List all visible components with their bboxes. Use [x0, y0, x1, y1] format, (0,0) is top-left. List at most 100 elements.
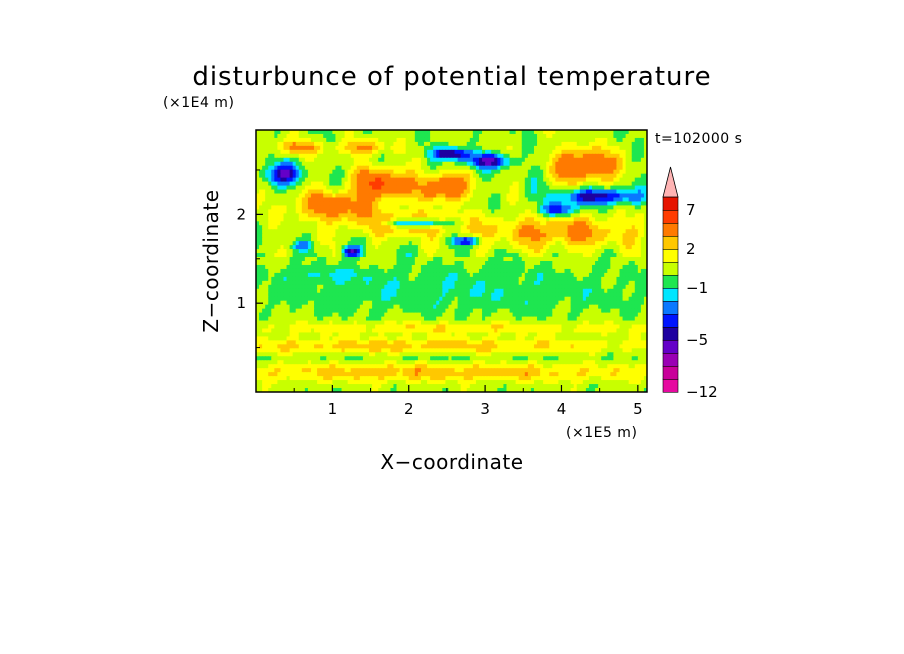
heatmap-cell — [552, 272, 556, 278]
heatmap-cell — [454, 241, 459, 246]
heatmap-cell — [527, 276, 532, 282]
heatmap-cell — [430, 253, 434, 258]
heatmap-cell — [317, 133, 321, 139]
heatmap-cell — [277, 225, 282, 230]
heatmap-cell — [387, 197, 391, 203]
heatmap-cell — [332, 241, 337, 246]
heatmap-cell — [384, 280, 388, 286]
heatmap-cell — [457, 137, 462, 143]
heatmap-cell — [341, 141, 346, 147]
heatmap-cell — [546, 185, 550, 191]
heatmap-cell — [433, 169, 437, 175]
heatmap-cell — [347, 257, 352, 262]
heatmap-cell — [375, 130, 379, 135]
heatmap-cell — [472, 225, 477, 230]
heatmap-cell — [478, 145, 483, 151]
heatmap-cell — [396, 276, 401, 282]
heatmap-cell — [283, 193, 288, 199]
heatmap-cell — [344, 145, 349, 151]
heatmap-cell — [350, 145, 355, 151]
heatmap-cell — [616, 209, 621, 214]
heatmap-cell — [372, 257, 376, 262]
heatmap-cell — [448, 145, 453, 151]
heatmap-cell — [579, 245, 584, 250]
heatmap-cell — [347, 185, 352, 191]
heatmap-cell — [359, 261, 364, 266]
heatmap-cell — [402, 213, 407, 218]
heatmap-cell — [411, 272, 416, 278]
heatmap-cell — [408, 201, 413, 207]
heatmap-cell — [402, 229, 407, 234]
heatmap-cell — [561, 280, 566, 286]
heatmap-cell — [283, 233, 288, 238]
heatmap-cell — [564, 141, 569, 147]
heatmap-cell — [610, 149, 614, 155]
heatmap-cell — [619, 280, 624, 286]
heatmap-cell — [274, 209, 278, 214]
heatmap-cell — [463, 237, 468, 242]
heatmap-cell — [304, 249, 309, 254]
heatmap-cell — [329, 173, 333, 179]
heatmap-cell — [509, 249, 514, 254]
heatmap-cell — [454, 245, 459, 250]
heatmap-cell — [390, 233, 395, 238]
heatmap-cell — [353, 137, 358, 143]
heatmap-cell — [271, 165, 275, 171]
heatmap-cell — [356, 249, 361, 254]
heatmap-cell — [543, 161, 547, 167]
heatmap-cell — [341, 133, 346, 139]
heatmap-cell — [497, 276, 501, 282]
heatmap-cell — [613, 153, 618, 159]
heatmap-cell — [310, 241, 315, 246]
heatmap-cell — [338, 177, 343, 183]
heatmap-cell — [518, 205, 523, 210]
heatmap-cell — [543, 185, 547, 191]
heatmap-cell — [378, 169, 382, 175]
heatmap-cell — [640, 261, 645, 266]
heatmap-cell — [393, 229, 398, 234]
heatmap-cell — [527, 217, 532, 222]
heatmap-cell — [625, 137, 630, 143]
heatmap-cell — [338, 272, 343, 278]
heatmap-cell — [286, 189, 291, 195]
heatmap-cell — [640, 257, 645, 262]
heatmap-cell — [619, 268, 624, 274]
heatmap-cell — [259, 161, 263, 167]
heatmap-cell — [610, 264, 614, 270]
heatmap-cell — [347, 245, 352, 250]
heatmap-cell — [475, 225, 480, 230]
heatmap-cell — [390, 161, 395, 167]
heatmap-cell — [451, 197, 456, 203]
heatmap-cell — [271, 217, 275, 222]
heatmap-cell — [277, 145, 282, 151]
heatmap-cell — [500, 257, 505, 262]
heatmap-cell — [332, 209, 337, 214]
heatmap-cell — [286, 209, 291, 214]
heatmap-cell — [518, 189, 523, 195]
heatmap-cell — [378, 264, 382, 270]
heatmap-cell — [604, 169, 608, 175]
heatmap-cell — [320, 225, 324, 230]
heatmap-cell — [256, 233, 260, 238]
heatmap-cell — [402, 225, 407, 230]
heatmap-cell — [567, 213, 572, 218]
heatmap-cell — [283, 209, 288, 214]
heatmap-cell — [604, 185, 608, 191]
heatmap-cell — [543, 245, 547, 250]
heatmap-cell — [488, 209, 492, 214]
heatmap-cell — [271, 141, 275, 147]
heatmap-cell — [622, 141, 627, 147]
heatmap-cell — [491, 249, 495, 254]
heatmap-cell — [417, 264, 422, 270]
heatmap-cell — [540, 213, 544, 218]
heatmap-cell — [576, 185, 581, 191]
heatmap-cell — [445, 149, 450, 155]
heatmap-cell — [427, 209, 431, 214]
heatmap-cell — [417, 173, 422, 179]
heatmap-cell — [445, 177, 450, 183]
heatmap-cell — [283, 217, 288, 222]
heatmap-cell — [588, 257, 593, 262]
heatmap-cell — [332, 169, 337, 175]
heatmap-cell — [310, 221, 315, 226]
heatmap-cell — [595, 245, 599, 250]
